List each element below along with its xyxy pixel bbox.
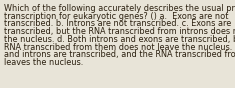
Text: transcription for eukaryotic genes? () a.  Exons are not: transcription for eukaryotic genes? () a… — [4, 12, 228, 21]
Text: RNA transcribed from them does not leave the nucleus. e. Exons: RNA transcribed from them does not leave… — [4, 43, 235, 52]
Text: transcribed. b. Introns are not transcribed. c. Exons are: transcribed. b. Introns are not transcri… — [4, 19, 231, 28]
Text: and introns are transcribed, and the RNA transcribed from them: and introns are transcribed, and the RNA… — [4, 50, 235, 59]
Text: Which of the following accurately describes the usual process of: Which of the following accurately descri… — [4, 4, 235, 13]
Text: the nucleus. d. Both introns and exons are transcribed, but the: the nucleus. d. Both introns and exons a… — [4, 35, 235, 44]
Text: transcribed, but the RNA transcribed from introns does not leave: transcribed, but the RNA transcribed fro… — [4, 27, 235, 36]
Text: leaves the nucleus.: leaves the nucleus. — [4, 58, 83, 67]
